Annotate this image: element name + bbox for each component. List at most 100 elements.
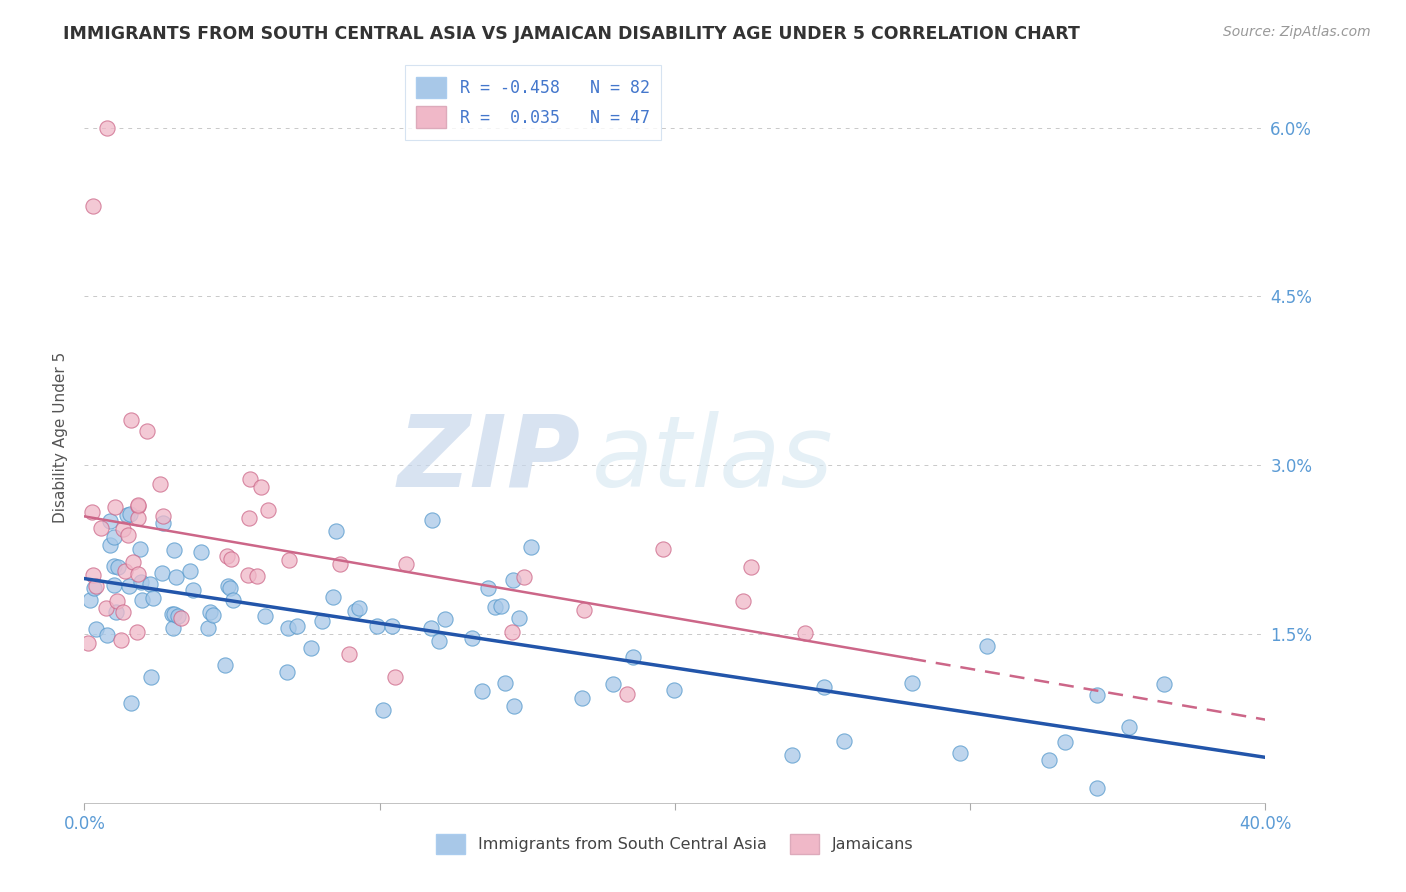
- Point: [96, 628, 118, 642]
- Point: [311, 614, 333, 628]
- Point: [976, 639, 998, 653]
- Point: [217, 549, 239, 563]
- Point: [150, 566, 173, 581]
- Point: [105, 593, 128, 607]
- Point: [277, 621, 299, 635]
- Point: [238, 510, 260, 524]
- Point: [236, 567, 259, 582]
- Point: [1085, 780, 1108, 795]
- Point: [221, 593, 243, 607]
- Point: [218, 581, 240, 595]
- Text: IMMIGRANTS FROM SOUTH CENTRAL ASIA VS JAMAICAN DISABILITY AGE UNDER 5 CORRELATIO: IMMIGRANTS FROM SOUTH CENTRAL ASIA VS JA…: [63, 25, 1080, 43]
- Point: [86, 579, 108, 593]
- Point: [105, 605, 128, 619]
- Point: [949, 746, 972, 760]
- Point: [139, 576, 162, 591]
- Point: [427, 633, 450, 648]
- Point: [103, 558, 125, 573]
- Point: [366, 618, 388, 632]
- Point: [129, 575, 152, 590]
- Point: [420, 621, 443, 635]
- Point: [501, 625, 523, 640]
- Point: [371, 703, 394, 717]
- Point: [508, 610, 530, 624]
- Point: [278, 553, 301, 567]
- Point: [129, 542, 152, 557]
- Point: [571, 691, 593, 706]
- Point: [112, 523, 135, 537]
- Point: [79, 593, 101, 607]
- Point: [117, 528, 139, 542]
- Point: [76, 636, 98, 650]
- Point: [96, 120, 118, 135]
- Point: [198, 605, 221, 619]
- Point: [381, 619, 404, 633]
- Point: [163, 543, 186, 558]
- Text: atlas: atlas: [592, 410, 834, 508]
- Point: [285, 618, 308, 632]
- Point: [733, 593, 755, 607]
- Point: [84, 622, 107, 636]
- Point: [813, 681, 835, 695]
- Point: [1118, 720, 1140, 734]
- Legend: Immigrants from South Central Asia, Jamaicans: Immigrants from South Central Asia, Jama…: [430, 828, 920, 861]
- Point: [299, 641, 322, 656]
- Point: [111, 605, 134, 619]
- Point: [127, 499, 149, 513]
- Point: [1038, 753, 1060, 767]
- Point: [832, 734, 855, 748]
- Point: [167, 608, 190, 623]
- Point: [395, 557, 418, 571]
- Point: [162, 621, 184, 635]
- Point: [901, 675, 924, 690]
- Point: [127, 511, 149, 525]
- Point: [1153, 676, 1175, 690]
- Point: [170, 611, 193, 625]
- Point: [794, 625, 817, 640]
- Point: [120, 413, 142, 427]
- Point: [163, 607, 186, 621]
- Point: [254, 608, 277, 623]
- Point: [344, 604, 367, 618]
- Point: [141, 670, 163, 684]
- Point: [339, 647, 361, 661]
- Point: [96, 601, 118, 615]
- Point: [122, 555, 145, 569]
- Point: [502, 573, 524, 587]
- Point: [477, 581, 499, 595]
- Point: [104, 500, 127, 514]
- Point: [98, 538, 121, 552]
- Point: [616, 687, 638, 701]
- Point: [120, 696, 142, 710]
- Point: [420, 513, 443, 527]
- Point: [152, 509, 174, 524]
- Point: [1054, 735, 1077, 749]
- Point: [149, 476, 172, 491]
- Point: [136, 425, 159, 439]
- Point: [197, 621, 219, 635]
- Point: [250, 479, 273, 493]
- Point: [257, 502, 280, 516]
- Point: [329, 557, 352, 571]
- Point: [152, 516, 174, 531]
- Text: Source: ZipAtlas.com: Source: ZipAtlas.com: [1223, 25, 1371, 39]
- Point: [110, 632, 132, 647]
- Point: [239, 472, 262, 486]
- Point: [82, 199, 104, 213]
- Point: [107, 559, 129, 574]
- Point: [520, 541, 543, 555]
- Point: [127, 499, 149, 513]
- Point: [491, 599, 513, 613]
- Point: [190, 545, 212, 559]
- Point: [114, 564, 136, 578]
- Point: [80, 505, 103, 519]
- Point: [572, 603, 595, 617]
- Point: [513, 570, 536, 584]
- Point: [503, 699, 526, 714]
- Point: [118, 507, 141, 521]
- Point: [160, 607, 183, 622]
- Point: [131, 593, 153, 607]
- Point: [98, 514, 121, 528]
- Y-axis label: Disability Age Under 5: Disability Age Under 5: [53, 351, 69, 523]
- Point: [461, 632, 484, 646]
